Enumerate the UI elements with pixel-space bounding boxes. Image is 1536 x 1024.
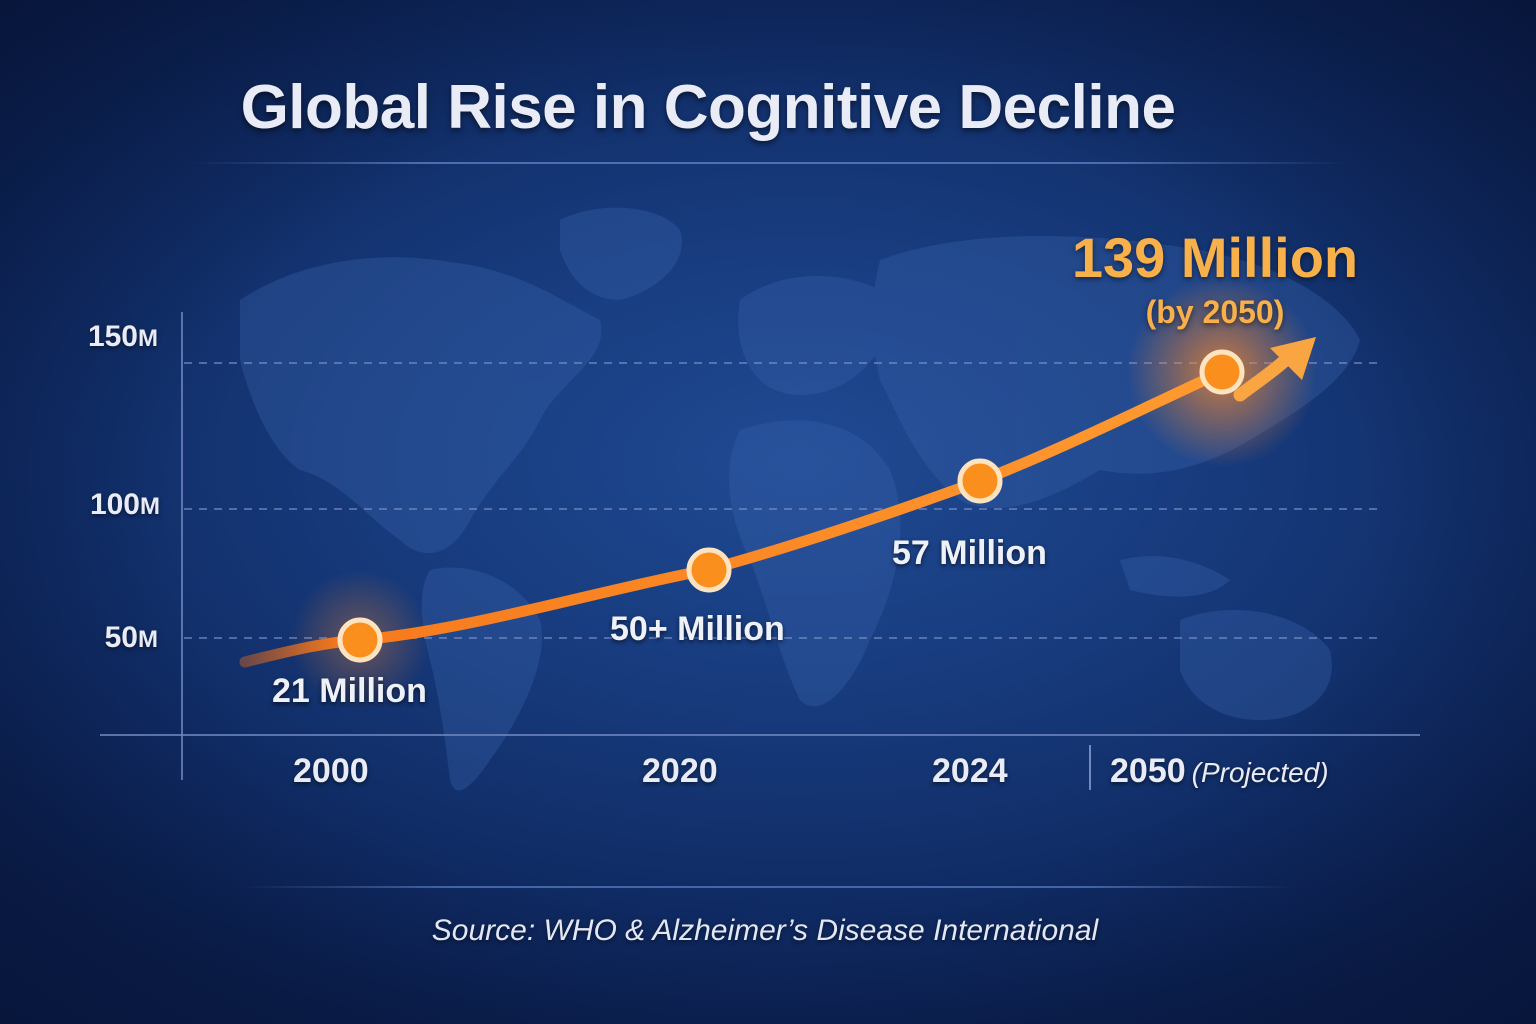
data-point-2020[interactable] [686, 547, 732, 593]
x-tick-2050: 2050 (Projected) [1110, 752, 1329, 790]
callout-value: 139 Million [1071, 226, 1359, 289]
chart-title: Global Rise in Cognitive Decline [240, 73, 1176, 142]
x-tick-2024: 2024 [932, 752, 1008, 790]
y-tick-150m: 150M [87, 320, 158, 353]
data-point-2024[interactable] [957, 458, 1003, 504]
data-label-2020: 50+ Million [610, 610, 785, 648]
title-divider [190, 162, 1346, 164]
projected-note: (Projected) [1191, 757, 1329, 788]
data-point-2050[interactable] [1199, 349, 1245, 395]
data-point-2000[interactable] [337, 617, 383, 663]
data-label-2024: 57 Million [892, 534, 1047, 572]
source-citation: Source: WHO & Alzheimer’s Disease Intern… [431, 914, 1099, 947]
x-axis-line [100, 734, 1420, 790]
y-tick-100m: 100M [89, 488, 160, 521]
x-tick-2000: 2000 [293, 752, 369, 790]
projection-callout: 139 Million (by 2050) [1050, 226, 1380, 331]
callout-subtitle: (by 2050) [1145, 294, 1285, 330]
x-tick-2020: 2020 [642, 752, 718, 790]
data-label-2000: 21 Million [272, 672, 427, 710]
y-tick-50m: 50M [104, 621, 158, 654]
footer-divider [240, 886, 1296, 888]
trend-arrow-icon [1233, 337, 1316, 402]
